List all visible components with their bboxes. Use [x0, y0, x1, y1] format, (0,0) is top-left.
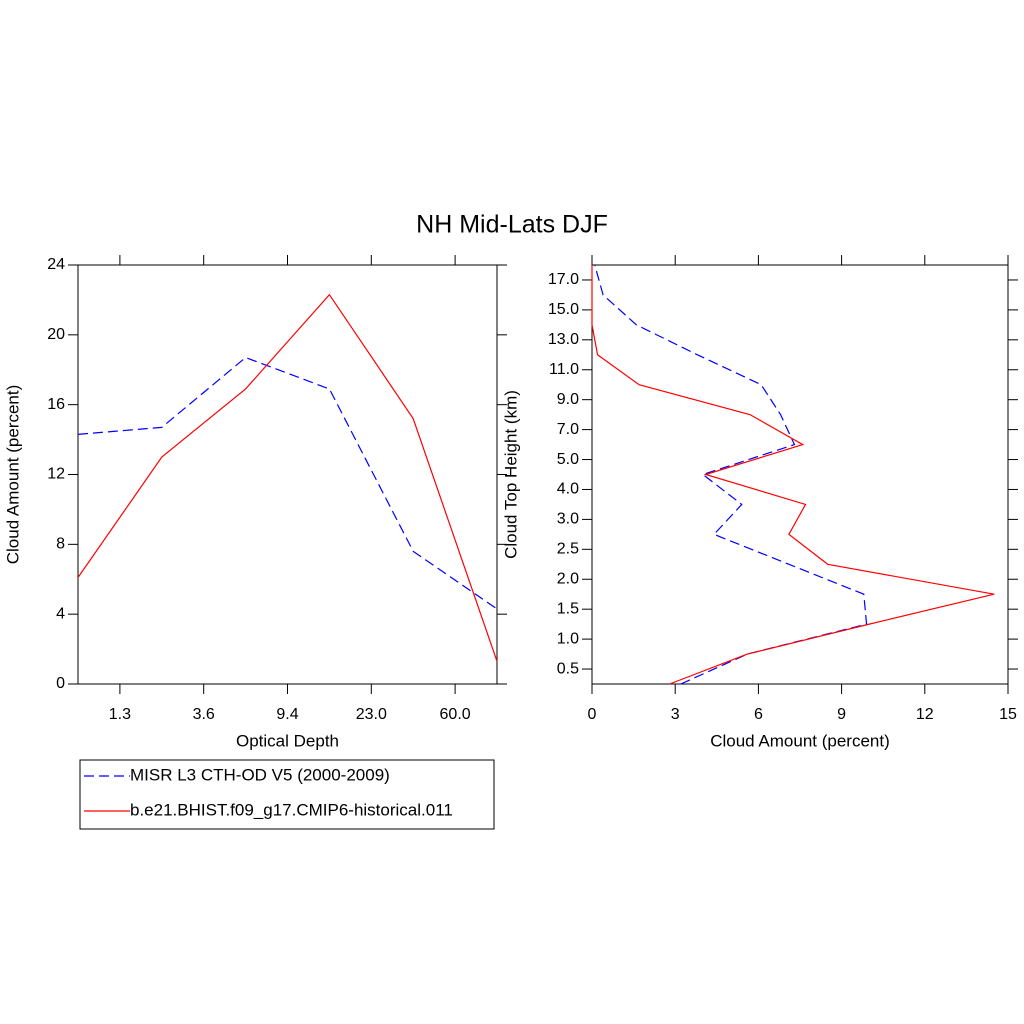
- x-tick-label: 3.6: [193, 706, 215, 723]
- y-tick-label: 0.5: [557, 660, 579, 677]
- y-tick-label: 4.0: [557, 481, 579, 498]
- y-tick-label: 9.0: [557, 391, 579, 408]
- legend-box: [79, 759, 495, 830]
- y-tick-label: 11.0: [549, 361, 579, 378]
- y-tick-label: 5.0: [557, 451, 579, 468]
- y-tick-label: 13.0: [548, 331, 579, 348]
- x-tick-label: 9: [837, 706, 846, 723]
- series-line: [77, 293, 498, 662]
- x-tick-label: 60.0: [440, 706, 471, 723]
- y-tick-label: 0: [56, 675, 65, 692]
- series-line: [591, 265, 995, 685]
- y-tick-label: 8: [56, 536, 65, 553]
- y-axis-label: Cloud Amount (percent): [3, 385, 22, 565]
- y-tick-label: 24: [47, 256, 65, 273]
- legend-label: MISR L3 CTH-OD V5 (2000-2009): [130, 765, 390, 784]
- y-tick-label: 7.0: [557, 421, 579, 438]
- figure-title: NH Mid-Lats DJF: [416, 211, 608, 239]
- legend-label: b.e21.BHIST.f09_g17.CMIP6-historical.011: [130, 800, 453, 819]
- y-tick-label: 15.0: [548, 301, 579, 318]
- x-tick-label: 9.4: [276, 706, 298, 723]
- y-tick-label: 4: [56, 605, 65, 622]
- series-line: [594, 264, 868, 685]
- series-line: [77, 356, 498, 610]
- y-tick-label: 2.0: [557, 570, 579, 587]
- y-tick-label: 16: [47, 396, 65, 413]
- right-frame: [591, 264, 1009, 685]
- y-tick-label: 1.0: [557, 630, 579, 647]
- x-tick-label: 0: [588, 706, 597, 723]
- y-tick-label: 1.5: [557, 600, 579, 617]
- x-tick-label: 6: [754, 706, 763, 723]
- x-axis-label: Cloud Amount (percent): [710, 731, 890, 750]
- y-axis-label: Cloud Top Height (km): [501, 390, 520, 559]
- y-tick-label: 20: [47, 326, 65, 343]
- x-tick-label: 3: [671, 706, 680, 723]
- y-tick-label: 3.0: [557, 511, 579, 528]
- y-tick-label: 17.0: [548, 271, 579, 288]
- y-tick-label: 2.5: [557, 541, 579, 558]
- x-axis-label: Optical Depth: [236, 731, 339, 750]
- y-tick-label: 12: [47, 466, 65, 483]
- x-tick-label: 1.3: [109, 706, 131, 723]
- x-tick-label: 12: [916, 706, 934, 723]
- left-frame: [77, 264, 498, 685]
- x-tick-label: 23.0: [356, 706, 387, 723]
- x-tick-label: 15: [999, 706, 1017, 723]
